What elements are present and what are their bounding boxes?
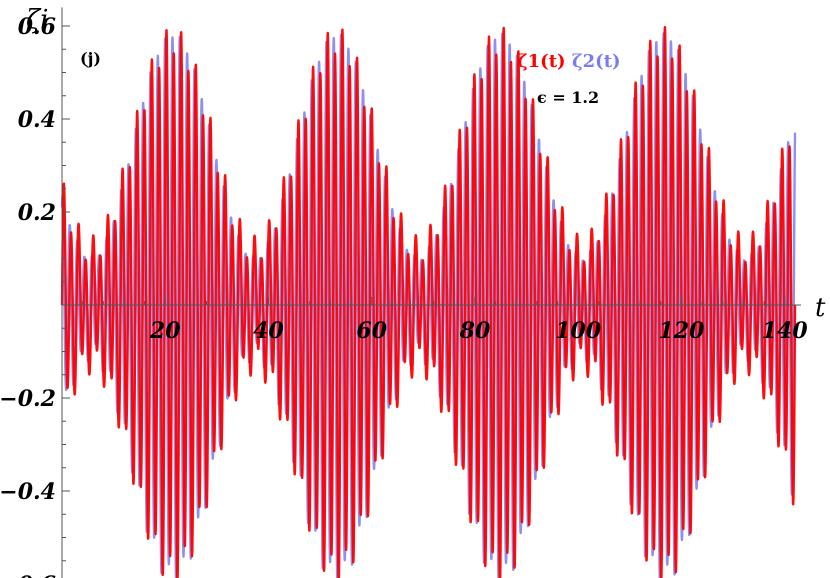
x-tick-label: 60	[356, 318, 387, 344]
y-tick-label: 0.4	[18, 107, 56, 133]
y-tick-label: −0.6	[0, 572, 56, 578]
x-tick-label: 40	[253, 318, 284, 344]
x-tick-label: 100	[555, 318, 602, 344]
epsilon-annotation: ϵ = 1.2	[537, 88, 599, 107]
x-tick-label: 20	[149, 318, 181, 344]
y-tick-label: 0.6	[18, 14, 56, 40]
y-axis-label: ζi	[26, 5, 48, 35]
x-tick-label: 80	[459, 318, 491, 344]
y-tick-label: 0.2	[18, 200, 56, 226]
x-axis-label: t	[815, 293, 826, 323]
labels-layer: 20 40 60 80 100 120 140 −0.6 −0.4 −0.2 0.2 0.4 0.6 t ζ…	[0, 5, 826, 578]
series-layer	[60, 25, 797, 578]
panel-label: (j)	[80, 49, 101, 68]
axes-layer	[61, 7, 801, 578]
y-tick-label: −0.2	[0, 386, 56, 412]
y-tick-label: −0.4	[0, 479, 56, 505]
legend-series-2: ζ2(t)	[572, 51, 621, 72]
x-tick-label: 120	[658, 318, 705, 344]
x-tick-label: 140	[762, 318, 809, 344]
legend-series-1: ζ1(t)	[517, 51, 566, 72]
